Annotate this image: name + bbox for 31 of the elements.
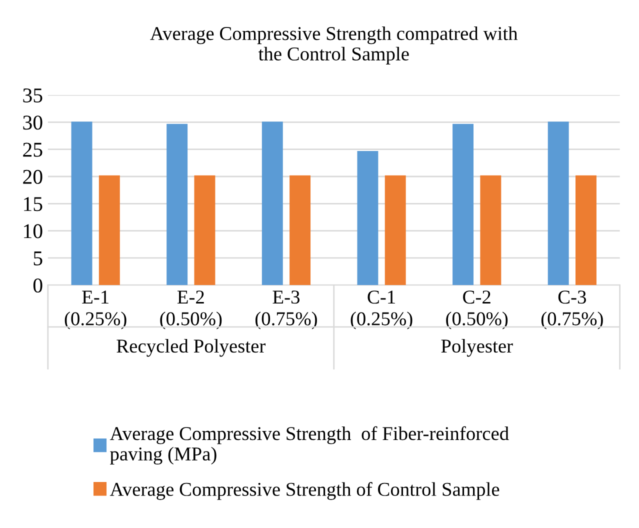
bar <box>548 122 569 286</box>
y-tick-label: 0 <box>33 278 42 293</box>
legend-label: Average Compressive Strength of Fiber-reinforced paving (MPa) <box>110 426 509 465</box>
bar <box>357 150 378 286</box>
bar <box>290 175 311 286</box>
y-tick-label: 5 <box>34 252 42 266</box>
text: Recycled Polyester <box>116 339 266 357</box>
y-tick-label: 15 <box>24 197 42 212</box>
bar <box>98 175 120 286</box>
bar <box>166 124 188 286</box>
x-tick-label: C-1 (0.25%) <box>350 290 412 330</box>
x-tick-label: E-2 (0.50%) <box>160 290 222 330</box>
chart-title: Average Compressive Strength compatred with the Control Sample <box>150 26 518 64</box>
x-tick-label: C-3 (0.75%) <box>541 290 603 330</box>
bar <box>452 124 474 286</box>
bar <box>384 175 406 286</box>
y-tick-label: 35 <box>23 88 42 102</box>
legend-label: Average Compressive Strength of Control Sample <box>110 482 500 500</box>
bar <box>71 122 92 286</box>
bar <box>480 175 502 286</box>
x-tick-label: E-1 (0.25%) <box>64 290 126 330</box>
y-tick-label: 25 <box>23 142 42 157</box>
bar <box>194 175 216 286</box>
y-tick-label: 30 <box>23 116 42 130</box>
x-tick-label: E-3 (0.75%) <box>255 290 317 330</box>
bar <box>576 175 596 286</box>
bar <box>262 122 283 286</box>
y-tick-label: 20 <box>23 170 42 184</box>
x-tick-label: C-2 (0.50%) <box>446 290 508 330</box>
y-tick-label: 10 <box>24 224 42 238</box>
text: Polyester <box>441 339 513 357</box>
